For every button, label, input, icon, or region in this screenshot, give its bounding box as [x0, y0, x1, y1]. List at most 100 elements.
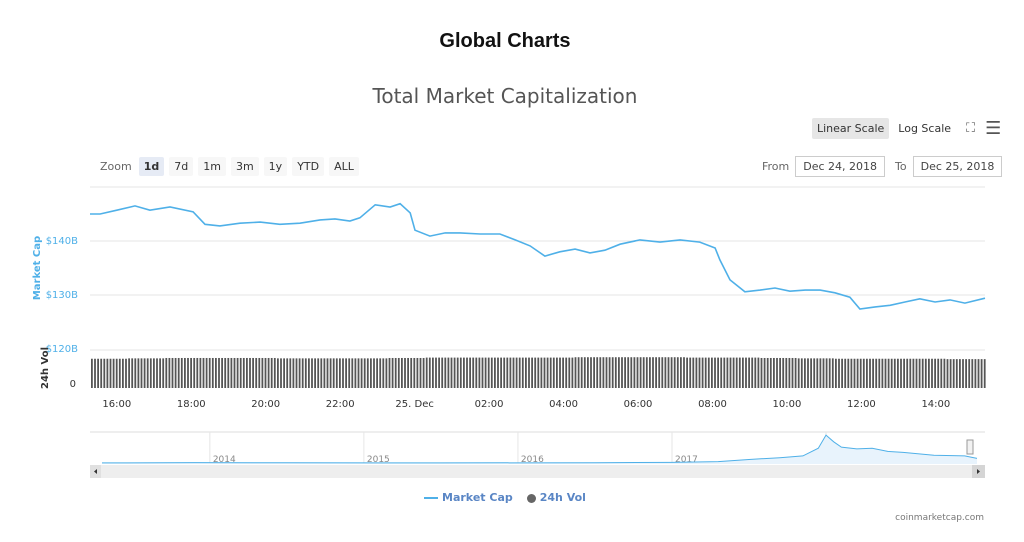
volume-bar: [339, 358, 341, 388]
legend: Market Cap 24h Vol: [0, 491, 1010, 504]
navigator-year-label: 2015: [367, 455, 390, 465]
volume-bar: [590, 357, 592, 388]
volume-bar: [112, 358, 115, 388]
linear-scale-button[interactable]: Linear Scale: [812, 118, 890, 139]
volume-bar: [525, 357, 527, 388]
x-tick-label: 06:00: [624, 399, 653, 410]
volume-bar: [878, 358, 881, 388]
volume-bar: [738, 357, 741, 388]
navigator[interactable]: 20142015201620172018: [90, 431, 985, 478]
volume-bar: [732, 357, 735, 388]
volume-bar: [233, 357, 236, 388]
volume-bar: [94, 358, 96, 388]
volume-bar: [109, 358, 112, 388]
zoom-7d-button[interactable]: 7d: [169, 157, 194, 176]
volume-bar: [472, 357, 475, 388]
volume-bar: [658, 357, 661, 388]
volume-bar: [825, 358, 828, 388]
volume-bar: [701, 357, 704, 388]
volume-bar: [453, 357, 456, 388]
zoom-all-button[interactable]: ALL: [329, 157, 359, 176]
volume-bar: [983, 359, 986, 388]
volume-bar: [856, 358, 859, 388]
volume-bar: [720, 357, 723, 388]
to-label: To: [895, 160, 907, 173]
x-tick-label: 12:00: [847, 399, 876, 410]
volume-bar: [236, 357, 239, 388]
volume-bar: [487, 357, 490, 388]
volume-bar: [528, 357, 530, 388]
volume-bar: [388, 357, 391, 388]
volume-bar: [370, 358, 372, 388]
fullscreen-icon[interactable]: ⛶: [966, 121, 976, 136]
volume-bar: [360, 358, 363, 388]
volume-bar: [218, 357, 220, 388]
navigator-scrollbar[interactable]: [90, 465, 985, 478]
volume-bar: [754, 357, 757, 388]
vol-tick-0: 0: [70, 379, 76, 390]
x-tick-label: 10:00: [773, 399, 802, 410]
volume-bar: [760, 357, 763, 388]
volume-bar: [379, 358, 382, 388]
navigator-handle[interactable]: [966, 439, 974, 455]
volume-bar: [373, 358, 375, 388]
zoom-3m-button[interactable]: 3m: [230, 157, 259, 176]
zoom-1d-button[interactable]: 1d: [138, 157, 165, 176]
y-tick-label: $140B: [46, 236, 78, 247]
volume-bar: [304, 358, 307, 388]
volume-bar: [862, 358, 865, 388]
navigator-year-label: 2017: [675, 455, 698, 465]
volume-bar: [509, 357, 512, 388]
y-axis-title: Market Cap: [32, 236, 43, 300]
volume-bar: [559, 357, 561, 388]
to-date-input[interactable]: Dec 25, 2018: [912, 156, 1003, 177]
volume-bar: [611, 357, 614, 388]
volume-bar: [425, 357, 428, 388]
volume-bar: [835, 358, 837, 388]
zoom-1m-button[interactable]: 1m: [198, 157, 226, 176]
circle-swatch-icon: [526, 493, 536, 503]
volume-bar: [277, 358, 279, 388]
volume-bar: [351, 358, 354, 388]
volume-bar: [500, 357, 502, 388]
volume-bar: [828, 358, 831, 388]
volume-bar: [915, 358, 918, 388]
volume-bar: [670, 357, 673, 388]
volume-bar: [866, 358, 868, 388]
volume-bar: [239, 357, 242, 388]
volume-bar: [190, 357, 192, 388]
log-scale-button[interactable]: Log Scale: [898, 122, 952, 135]
volume-bar: [540, 357, 543, 388]
from-date-input[interactable]: Dec 24, 2018: [795, 156, 886, 177]
menu-icon[interactable]: ☰: [985, 118, 1002, 139]
volume-bar: [394, 357, 397, 388]
legend-24h-vol[interactable]: 24h Vol: [526, 491, 586, 504]
credits-link[interactable]: coinmarketcap.com: [895, 513, 984, 523]
volume-bar: [419, 357, 422, 388]
volume-bar: [475, 357, 478, 388]
zoom-1y-button[interactable]: 1y: [263, 157, 288, 176]
volume-bar: [909, 358, 912, 388]
volume-bar: [466, 357, 468, 388]
volume-bar: [162, 358, 165, 388]
volume-bar: [763, 357, 766, 388]
volume-bar: [661, 357, 664, 388]
volume-bar: [583, 357, 586, 388]
volume-bar: [940, 358, 943, 388]
volume-bar: [506, 357, 509, 388]
volume-bar: [125, 358, 127, 388]
x-tick-label: 04:00: [549, 399, 578, 410]
volume-bar: [841, 358, 843, 388]
volume-bar: [534, 357, 537, 388]
volume-bar: [649, 357, 651, 388]
volume-bar: [177, 357, 180, 388]
zoom-ytd-button[interactable]: YTD: [292, 157, 325, 176]
volume-bar: [937, 358, 940, 388]
volume-bar: [776, 357, 778, 388]
volume-bar: [974, 359, 977, 388]
volume-bar: [382, 358, 385, 388]
volume-bar: [742, 357, 744, 388]
volume-bar: [735, 357, 738, 388]
zoom-bar: Zoom 1d 7d 1m 3m 1y YTD ALL: [100, 157, 359, 176]
legend-market-cap[interactable]: Market Cap: [424, 491, 513, 504]
